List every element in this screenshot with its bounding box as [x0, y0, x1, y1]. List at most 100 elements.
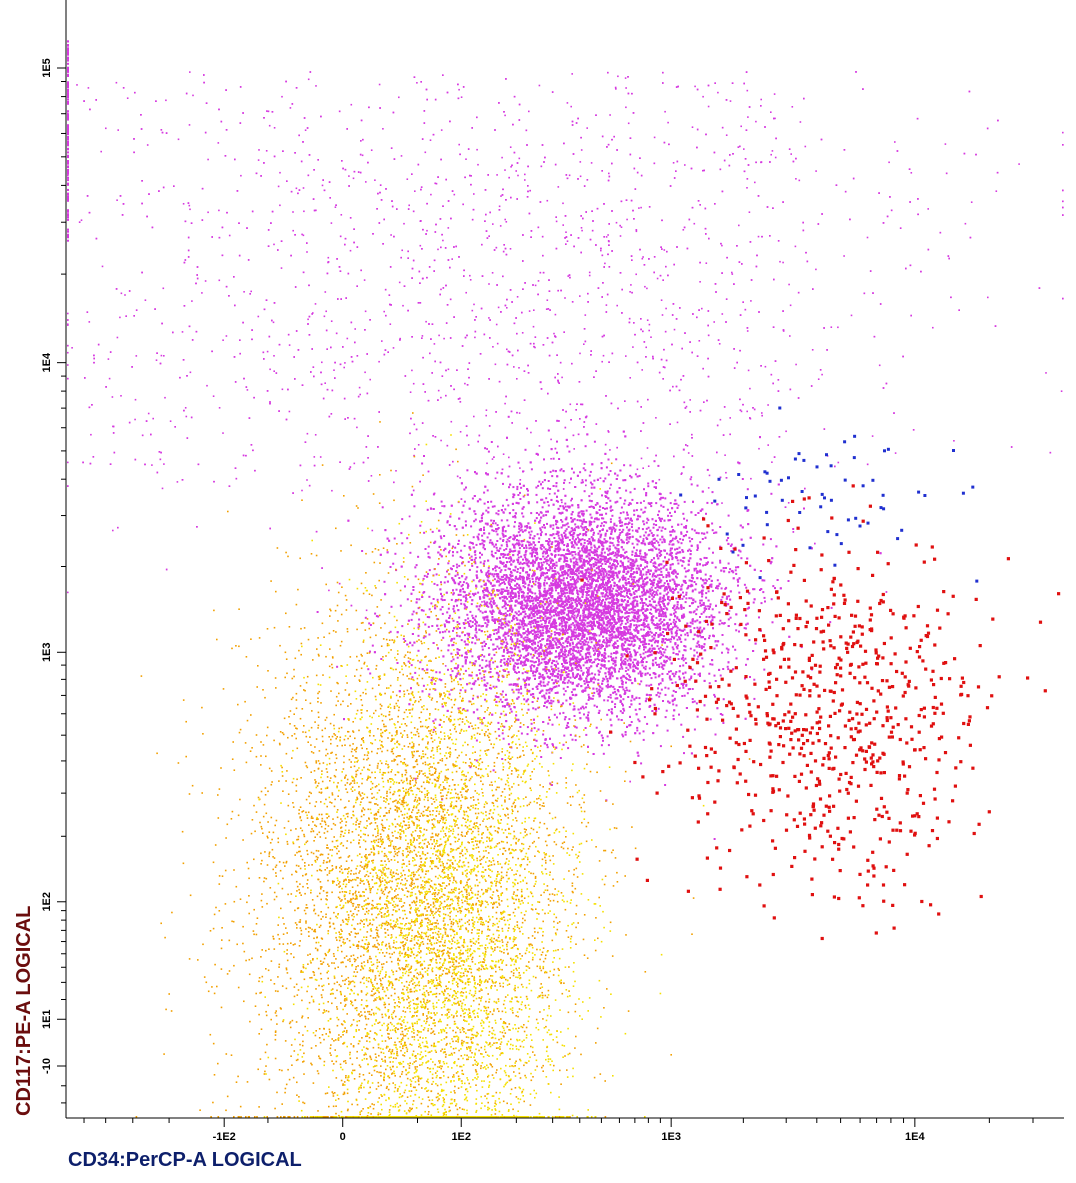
data-point	[539, 619, 542, 622]
data-point	[506, 519, 509, 522]
data-point	[629, 665, 632, 667]
data-point	[396, 662, 399, 664]
data-point	[655, 502, 658, 505]
data-point	[597, 597, 600, 600]
data-point	[593, 661, 596, 664]
data-point	[448, 630, 451, 633]
data-point	[552, 609, 555, 611]
data-point	[617, 617, 620, 620]
data-point	[681, 597, 684, 600]
data-point	[552, 670, 554, 673]
data-point	[586, 647, 589, 650]
data-point	[538, 636, 541, 639]
data-point	[633, 487, 636, 490]
data-point	[586, 625, 589, 628]
data-point	[670, 555, 673, 558]
data-point	[547, 429, 550, 432]
data-point	[691, 701, 694, 704]
data-point	[627, 504, 630, 506]
data-point	[616, 539, 619, 542]
data-point	[481, 659, 484, 662]
data-point	[526, 526, 529, 529]
data-point	[594, 673, 597, 676]
data-point	[537, 641, 540, 644]
data-point	[597, 556, 600, 559]
data-point	[514, 611, 517, 614]
data-point	[631, 519, 633, 522]
data-point	[624, 660, 627, 663]
data-point	[412, 589, 415, 591]
data-point	[536, 623, 538, 626]
data-point	[470, 555, 473, 558]
data-point	[660, 553, 663, 556]
data-point	[639, 501, 642, 504]
data-point	[538, 660, 540, 663]
data-point	[533, 535, 536, 538]
data-point	[703, 620, 706, 623]
data-point	[650, 612, 653, 615]
data-point	[377, 615, 380, 618]
data-point	[602, 640, 604, 643]
data-point	[675, 552, 678, 555]
data-point	[483, 717, 486, 719]
data-point	[645, 625, 648, 628]
data-point	[597, 589, 600, 592]
data-point	[508, 486, 510, 489]
data-point	[585, 667, 588, 670]
data-point	[444, 625, 446, 628]
data-point	[681, 583, 684, 586]
data-point	[507, 634, 510, 637]
data-point	[602, 645, 604, 647]
data-point	[675, 502, 678, 505]
data-point	[682, 664, 685, 667]
data-point	[600, 643, 603, 646]
data-point	[634, 581, 637, 584]
data-point	[629, 619, 632, 622]
data-point	[579, 626, 582, 629]
data-point	[483, 676, 486, 679]
data-point	[648, 684, 651, 687]
data-point	[540, 623, 543, 626]
data-point	[683, 567, 686, 570]
data-point	[503, 649, 505, 651]
data-point	[588, 604, 591, 607]
data-point	[588, 474, 591, 477]
data-point	[543, 557, 546, 560]
data-point	[572, 662, 575, 665]
data-point	[526, 690, 529, 692]
data-point	[565, 577, 568, 580]
data-point	[562, 653, 565, 656]
data-point	[567, 584, 570, 587]
data-point	[590, 505, 593, 508]
data-point	[583, 539, 586, 542]
data-point	[572, 471, 575, 474]
data-point	[651, 575, 654, 578]
data-point	[452, 658, 455, 661]
data-point	[651, 581, 654, 584]
data-point	[623, 599, 626, 601]
data-point	[560, 655, 563, 658]
data-point	[582, 632, 585, 635]
data-point	[673, 618, 676, 621]
data-point	[690, 675, 693, 678]
data-point	[605, 495, 608, 498]
data-point	[547, 548, 550, 551]
data-point	[456, 666, 459, 669]
data-point	[576, 534, 579, 537]
data-point	[589, 470, 592, 473]
data-point	[723, 622, 726, 624]
data-point	[626, 689, 628, 692]
data-point	[419, 661, 422, 664]
data-point	[568, 660, 571, 663]
data-point	[620, 658, 623, 661]
data-point	[600, 614, 603, 616]
data-point	[684, 638, 687, 641]
data-point	[455, 588, 458, 591]
data-point	[473, 520, 476, 523]
data-point	[529, 660, 532, 663]
data-point	[520, 555, 523, 558]
data-point	[661, 672, 664, 675]
data-point	[636, 617, 638, 620]
data-point	[493, 578, 496, 581]
data-point	[522, 632, 525, 635]
